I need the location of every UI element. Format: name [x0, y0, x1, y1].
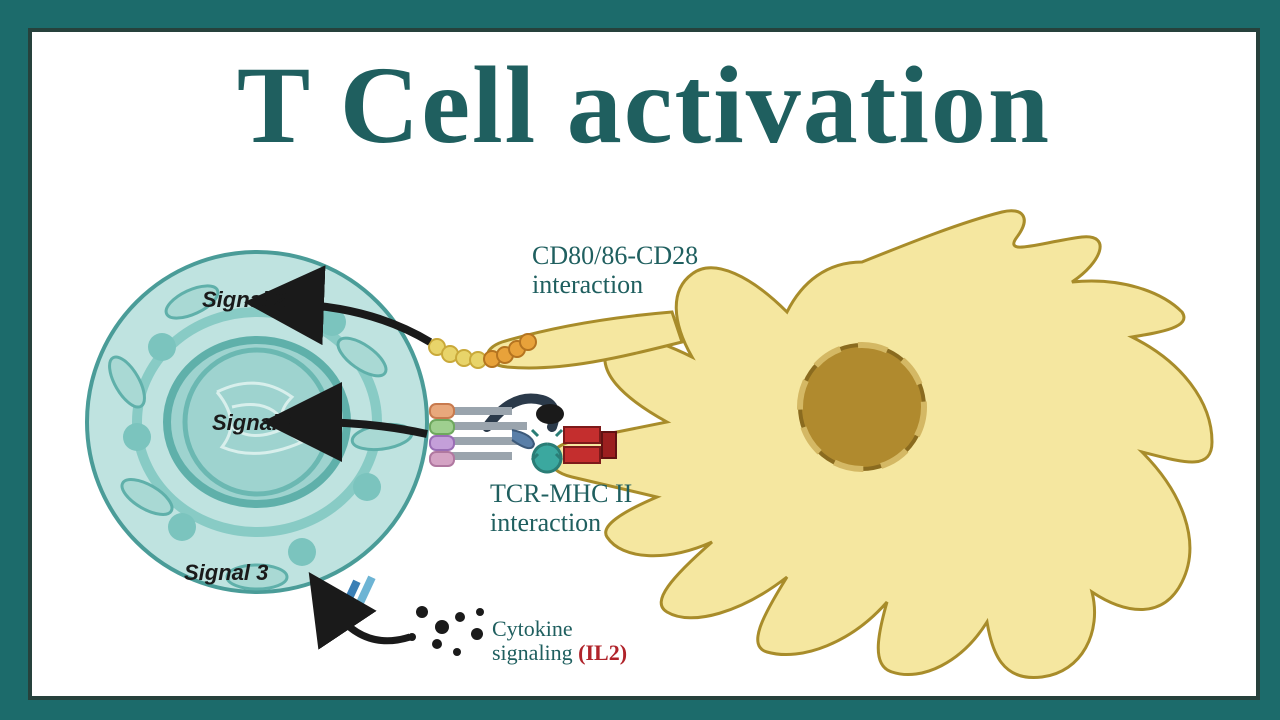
cd80-line2: interaction [532, 270, 643, 299]
outer-frame: T Cell activation [0, 0, 1280, 720]
cytokine-line2: signaling [492, 640, 573, 665]
tcr-mhc-complex-icon [430, 399, 616, 472]
cd80-label: CD80/86-CD28 interaction [532, 242, 698, 299]
cytokine-signal-icon [341, 576, 484, 656]
cd28-complex-icon [429, 334, 536, 368]
cd80-line1: CD80/86-CD28 [532, 241, 698, 270]
signal-2-label: Signal 2 [202, 287, 286, 313]
cytokine-label: Cytokine signaling (IL2) [492, 617, 627, 665]
signal-1-label: Signal 1 [212, 410, 296, 436]
cytokine-line1: Cytokine [492, 616, 573, 641]
tcr-label: TCR-MHC II interaction [490, 480, 632, 537]
signal-3-label: Signal 3 [184, 560, 268, 586]
il2-label: (IL2) [578, 640, 627, 665]
diagram-stage: Signal 2 Signal 1 Signal 3 CD80/86-CD28 … [32, 182, 1256, 692]
tcr-line1: TCR-MHC II [490, 479, 632, 508]
inner-panel: T Cell activation [28, 28, 1260, 700]
page-title: T Cell activation [32, 42, 1256, 169]
tcr-line2: interaction [490, 508, 601, 537]
